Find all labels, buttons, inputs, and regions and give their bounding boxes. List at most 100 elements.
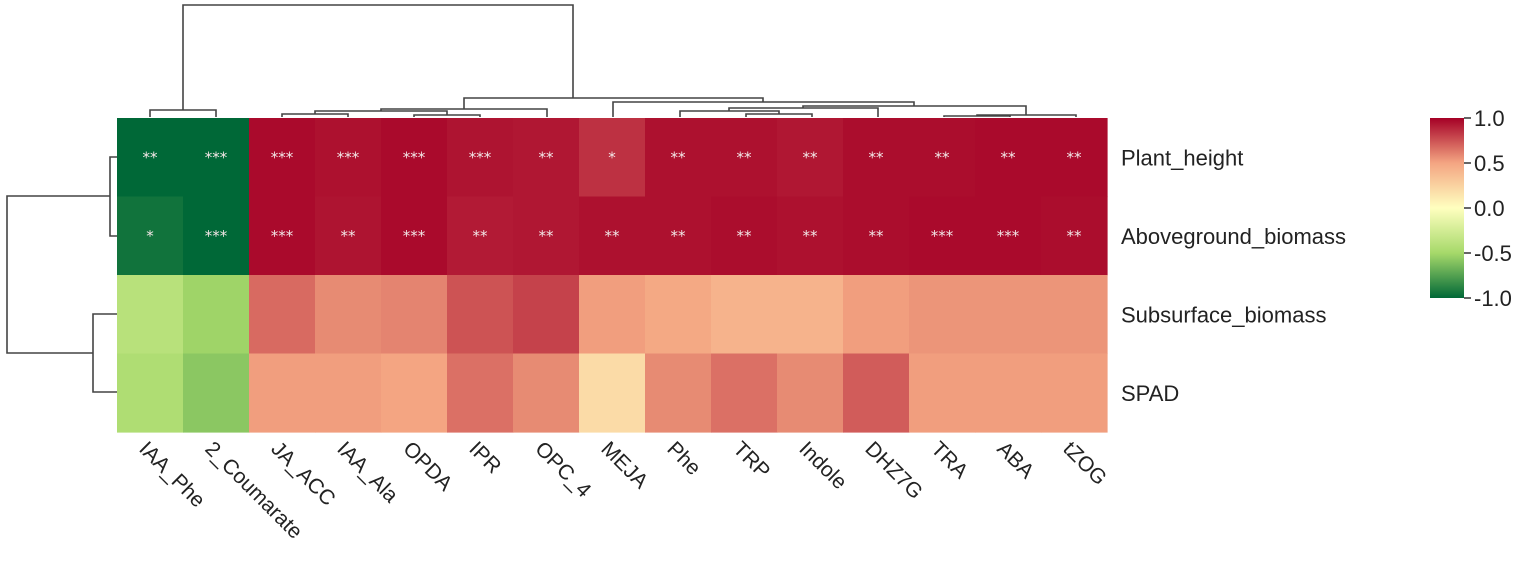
column-label: DHZ7G	[860, 437, 927, 504]
heatmap-cell	[513, 275, 580, 355]
heatmap-cell	[117, 353, 184, 433]
heatmap-cell	[315, 196, 382, 276]
heatmap-cell	[909, 353, 976, 433]
heatmap-cell	[645, 275, 712, 355]
heatmap-cell	[183, 275, 250, 355]
colorbar-tick-label: -0.5	[1474, 241, 1512, 266]
significance-marker: **	[737, 227, 753, 245]
significance-marker: ***	[469, 148, 492, 166]
row-labels: Plant_height Aboveground_biomass Subsurfac…	[1121, 145, 1346, 406]
significance-marker: **	[803, 148, 819, 166]
heatmap-cell	[843, 353, 910, 433]
significance-marker: **	[539, 148, 555, 166]
row-dendrogram	[6, 156, 117, 393]
heatmap-cell	[249, 353, 316, 433]
heatmap-cell	[513, 353, 580, 433]
heatmap-cell	[183, 118, 250, 198]
heatmap-cell	[315, 275, 382, 355]
significance-marker: ***	[271, 227, 294, 245]
significance-marker: ***	[997, 227, 1020, 245]
heatmap-cell	[1041, 275, 1108, 355]
heatmap-cell	[381, 353, 448, 433]
significance-marker: **	[539, 227, 555, 245]
heatmap-cell	[183, 196, 250, 276]
heatmap-cell	[975, 353, 1042, 433]
row-label: Plant_height	[1121, 145, 1243, 170]
column-label: TRA	[926, 437, 972, 483]
significance-marker: ***	[403, 227, 426, 245]
column-label: Indole	[794, 437, 851, 494]
heatmap-cell	[1041, 353, 1108, 433]
heatmap-cell	[249, 196, 316, 276]
significance-marker: **	[1067, 227, 1083, 245]
heatmap-cell	[579, 353, 646, 433]
significance-marker: **	[1067, 148, 1083, 166]
significance-marker: *	[146, 227, 154, 245]
column-label: IPR	[464, 437, 505, 478]
heatmap-cell	[381, 196, 448, 276]
heatmap-cell	[117, 275, 184, 355]
colorbar-tick-label: -1.0	[1474, 286, 1512, 311]
significance-marker: ***	[271, 148, 294, 166]
heatmap-cells	[117, 118, 1108, 433]
significance-marker: **	[143, 148, 159, 166]
heatmap-cell	[579, 275, 646, 355]
row-label: Subsurface_biomass	[1121, 302, 1326, 327]
heatmap-cell	[513, 118, 580, 198]
column-label: tZOG	[1058, 437, 1111, 490]
heatmap-cell	[975, 196, 1042, 276]
heatmap-cell	[579, 118, 646, 198]
heatmap-cell	[447, 118, 514, 198]
significance-marker: *	[608, 148, 616, 166]
heatmap-cell	[975, 275, 1042, 355]
significance-marker: **	[473, 227, 489, 245]
column-label: TRP	[728, 437, 774, 483]
heatmap-cell	[975, 118, 1042, 198]
significance-marker: **	[935, 148, 951, 166]
column-label: IAA_Ala	[332, 437, 402, 507]
significance-marker: **	[605, 227, 621, 245]
row-label: Aboveground_biomass	[1121, 224, 1346, 249]
heatmap-cell	[711, 196, 778, 276]
heatmap-cell	[381, 275, 448, 355]
significance-marker: **	[671, 227, 687, 245]
colorbar-tick-label: 1.0	[1474, 106, 1505, 131]
heatmap-cell	[249, 275, 316, 355]
heatmap-cell	[843, 196, 910, 276]
column-label: Phe	[662, 437, 705, 480]
heatmap-cell	[513, 196, 580, 276]
heatmap-cell	[381, 118, 448, 198]
heatmap-cell	[777, 196, 844, 276]
column-label: MEJA	[596, 437, 652, 493]
heatmap-cell	[909, 118, 976, 198]
heatmap-cell	[249, 118, 316, 198]
heatmap-cell	[315, 353, 382, 433]
significance-marker: ***	[931, 227, 954, 245]
heatmap-cell	[777, 118, 844, 198]
column-label: OPC_4	[530, 437, 595, 502]
heatmap-cell	[909, 196, 976, 276]
significance-marker: ***	[205, 148, 228, 166]
significance-marker: **	[1001, 148, 1017, 166]
heatmap-cell	[447, 196, 514, 276]
heatmap-cell	[711, 353, 778, 433]
significance-marker: **	[803, 227, 819, 245]
column-label: IAA_Phe	[134, 437, 209, 512]
heatmap-cell	[117, 118, 184, 198]
heatmap-cell	[711, 118, 778, 198]
colorbar-tick-label: 0.5	[1474, 151, 1505, 176]
heatmap-cell	[843, 118, 910, 198]
significance-marker: **	[737, 148, 753, 166]
column-label: ABA	[992, 437, 1038, 483]
significance-marker: ***	[403, 148, 426, 166]
colorbar-tick-label: 0.0	[1474, 196, 1505, 221]
heatmap-cell	[645, 196, 712, 276]
row-label: SPAD	[1121, 381, 1179, 406]
colorbar-gradient	[1430, 118, 1464, 298]
heatmap-cell	[909, 275, 976, 355]
heatmap-cell	[711, 275, 778, 355]
heatmap-cell	[843, 275, 910, 355]
heatmap-cell	[447, 353, 514, 433]
significance-marker: **	[869, 227, 885, 245]
